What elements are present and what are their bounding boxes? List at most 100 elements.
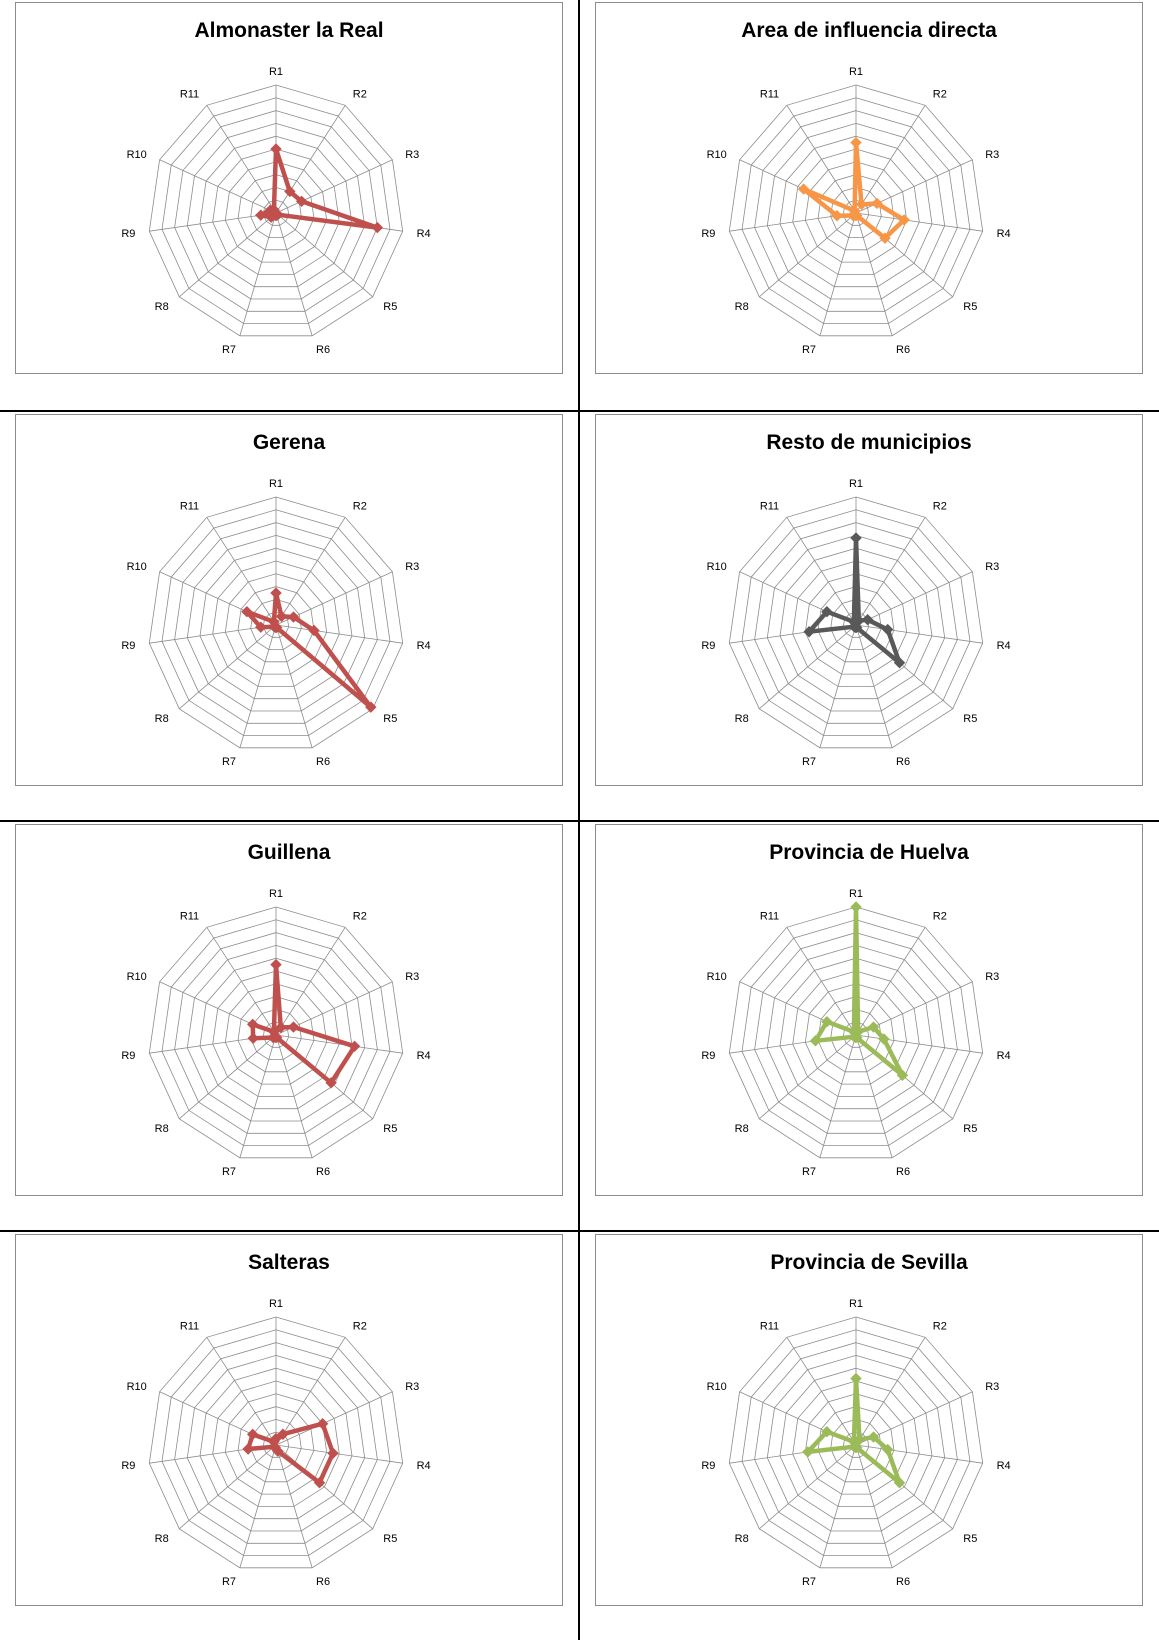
axis-label: R8 bbox=[155, 1533, 169, 1545]
data-point bbox=[871, 197, 883, 210]
data-point bbox=[821, 1425, 833, 1438]
data-point bbox=[803, 626, 815, 638]
axis-label: R7 bbox=[222, 344, 236, 356]
grid-spoke bbox=[149, 212, 277, 232]
axis-label: R3 bbox=[405, 149, 419, 161]
grid-ring bbox=[804, 1393, 908, 1495]
axis-label: R5 bbox=[963, 713, 977, 725]
axis-label: R5 bbox=[963, 1123, 977, 1135]
axis-label: R2 bbox=[933, 1321, 947, 1333]
chart-cell: Provincia de Sevilla R1 R2 R3 R4 R5 R6 R7 R8 R9 R… bbox=[580, 1232, 1158, 1642]
axis-label: R2 bbox=[353, 911, 367, 923]
chart-cell: Salteras R1 R2 R3 R4 R5 R6 R7 R8 R9 R10 R11 bbox=[0, 1232, 578, 1642]
radar-chart: R1 R2 R3 R4 R5 R6 R7 R8 R9 R10 R11 bbox=[121, 66, 430, 356]
grid-spoke bbox=[179, 1034, 277, 1120]
axis-label: R10 bbox=[707, 1381, 727, 1393]
axis-label: R4 bbox=[997, 1460, 1011, 1472]
grid-ring bbox=[199, 135, 353, 288]
data-point bbox=[287, 1021, 300, 1033]
grid-ring bbox=[212, 1380, 340, 1507]
grid-ring bbox=[766, 122, 946, 300]
data-point bbox=[850, 1372, 862, 1385]
grid-ring bbox=[174, 932, 378, 1134]
grid-ring bbox=[804, 161, 908, 263]
data-point bbox=[881, 1443, 894, 1456]
data-point bbox=[295, 195, 308, 208]
grid-spoke bbox=[206, 105, 277, 214]
grid-ring bbox=[754, 932, 958, 1134]
grid-spoke bbox=[275, 927, 346, 1036]
data-point bbox=[270, 587, 282, 599]
data-point bbox=[268, 204, 280, 216]
grid-ring bbox=[186, 122, 366, 300]
axis-label: R7 bbox=[802, 756, 816, 768]
axis-label: R8 bbox=[155, 1123, 169, 1135]
grid-spoke bbox=[275, 212, 313, 336]
grid-ring bbox=[728, 906, 984, 1159]
grid-spoke bbox=[855, 517, 926, 626]
data-point bbox=[821, 1015, 833, 1028]
axis-label: R4 bbox=[417, 1050, 431, 1062]
grid-ring bbox=[148, 496, 404, 749]
grid-ring bbox=[237, 174, 315, 251]
data-point bbox=[802, 1446, 814, 1458]
grid-spoke bbox=[179, 624, 277, 710]
chart-title: Salteras bbox=[248, 1251, 330, 1274]
data-point bbox=[797, 183, 810, 195]
grid-spoke bbox=[239, 212, 277, 336]
axis-label: R6 bbox=[896, 344, 910, 356]
grid-ring bbox=[754, 522, 958, 724]
grid-spoke bbox=[239, 1444, 277, 1568]
grid-ring bbox=[174, 1342, 378, 1544]
data-point bbox=[848, 205, 861, 217]
chart-title: Gerena bbox=[252, 431, 326, 454]
chart-panel: Gerena R1 R2 R3 R4 R5 R6 R7 R8 R9 R10 R11 bbox=[15, 414, 563, 786]
data-point bbox=[277, 1428, 289, 1440]
axis-label: R6 bbox=[316, 1576, 330, 1588]
data-point bbox=[247, 1428, 259, 1441]
data-point bbox=[893, 657, 906, 669]
data-point bbox=[270, 143, 282, 155]
axis-label: R5 bbox=[383, 713, 397, 725]
grid-spoke bbox=[855, 571, 973, 626]
axis-label: R2 bbox=[933, 89, 947, 101]
grid-ring bbox=[199, 957, 353, 1110]
series-line bbox=[805, 1376, 902, 1485]
grid-ring bbox=[148, 1316, 404, 1569]
axis-label: R7 bbox=[802, 1576, 816, 1588]
grid-ring bbox=[161, 919, 391, 1146]
axis-label: R5 bbox=[963, 1533, 977, 1545]
data-point bbox=[275, 610, 288, 623]
axis-label: R2 bbox=[353, 89, 367, 101]
data-point bbox=[848, 1436, 860, 1448]
grid-spoke bbox=[275, 1034, 403, 1054]
chart-panel: Provincia de Sevilla R1 R2 R3 R4 R5 R6 R7 R8 R9 R… bbox=[595, 1234, 1143, 1606]
axis-label: R3 bbox=[405, 1381, 419, 1393]
data-point bbox=[247, 1018, 259, 1031]
grid-spoke bbox=[819, 624, 857, 748]
data-point bbox=[275, 1021, 287, 1034]
grid-ring bbox=[174, 522, 378, 724]
data-point bbox=[247, 1032, 259, 1044]
grid-ring bbox=[766, 944, 946, 1122]
grid-ring bbox=[237, 996, 315, 1073]
axis-label: R2 bbox=[933, 501, 947, 513]
chart-cell: Resto de municipios R1 R2 R3 R4 R5 R6 R7 R8 R9 R1… bbox=[580, 412, 1158, 822]
data-point bbox=[831, 210, 843, 222]
chart-panel: Provincia de Huelva R1 R2 R3 R4 R5 R6 R7 R8 R9 R1… bbox=[595, 824, 1143, 1196]
axis-label: R1 bbox=[849, 888, 863, 900]
axis-label: R11 bbox=[180, 89, 199, 101]
data-point bbox=[316, 1418, 329, 1430]
grid-spoke bbox=[855, 927, 926, 1036]
axis-label: R7 bbox=[802, 344, 816, 356]
table-divider-row-3 bbox=[0, 1230, 1159, 1232]
chart-panel: Area de influencia directa R1 R2 R3 R4 R5 R6 R… bbox=[595, 2, 1143, 374]
grid-spoke bbox=[275, 1444, 313, 1568]
grid-spoke bbox=[855, 212, 893, 336]
axis-label: R5 bbox=[383, 301, 397, 313]
axis-label: R2 bbox=[353, 1321, 367, 1333]
grid-ring bbox=[728, 1316, 984, 1569]
grid-ring bbox=[766, 1354, 946, 1532]
grid-spoke bbox=[759, 624, 857, 710]
grid-ring bbox=[792, 560, 920, 687]
